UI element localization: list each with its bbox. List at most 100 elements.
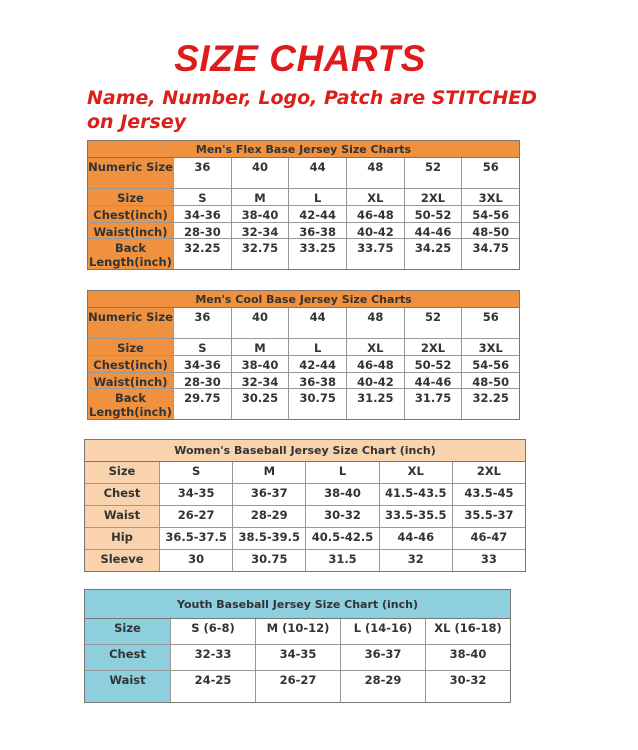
table-cell: 44-46 xyxy=(403,223,462,239)
table-cell: 52 xyxy=(403,158,462,188)
table-cell: 36 xyxy=(173,158,231,188)
table-cell: 30-32 xyxy=(425,671,510,702)
table-cell: 36.5-37.5 xyxy=(159,528,232,549)
table-cell: 34.75 xyxy=(461,239,519,269)
table-cell: 48 xyxy=(346,308,404,338)
table-row: Chest 34-35 36-37 38-40 41.5-43.5 43.5-45 xyxy=(85,484,525,506)
table-cell: 30.75 xyxy=(232,550,305,571)
table-cell: 36-38 xyxy=(288,223,346,239)
table-cell: 28-30 xyxy=(173,373,231,389)
table-cell: XL (16-18) xyxy=(425,619,510,644)
table-cell: L xyxy=(288,339,346,355)
table-cell: 40-42 xyxy=(346,373,404,389)
table-title: Women's Baseball Jersey Size Chart (inch… xyxy=(85,440,525,462)
table-cell: 31.5 xyxy=(305,550,378,571)
table-cell: 50-52 xyxy=(403,356,462,372)
table-row: Numeric Size 36 40 44 48 52 56 xyxy=(88,308,519,339)
table-row: Chest 32-33 34-35 36-37 38-40 xyxy=(85,645,510,671)
page-title: SIZE CHARTS xyxy=(174,38,426,79)
table-cell: 32 xyxy=(378,550,452,571)
table-cell: 30.25 xyxy=(230,389,289,419)
table-cell: 48-50 xyxy=(461,373,519,389)
table-cell: 33.75 xyxy=(346,239,404,269)
row-label: Chest(inch) xyxy=(88,206,173,222)
table-cell: 36-37 xyxy=(232,484,305,505)
row-label: Chest xyxy=(85,645,170,670)
table-cell: 42-44 xyxy=(288,206,346,222)
table-cell: 26-27 xyxy=(159,506,232,527)
row-label: Size xyxy=(85,462,159,483)
table-cell: 46-48 xyxy=(346,206,404,222)
table-row: Size S M L XL 2XL 3XL xyxy=(88,339,519,356)
table-cell: 2XL xyxy=(451,462,525,483)
table-cell: 30 xyxy=(159,550,232,571)
table-cell: 30-32 xyxy=(305,506,378,527)
table-cell: S xyxy=(173,339,231,355)
table-cell: 56 xyxy=(461,158,519,188)
table-cell: 34-35 xyxy=(255,645,340,670)
size-chart-table: Youth Baseball Jersey Size Chart (inch) S… xyxy=(84,589,511,703)
table-cell: 32-34 xyxy=(230,223,289,239)
row-label: Size xyxy=(85,619,170,644)
table-cell: 36 xyxy=(173,308,231,338)
table-row: Size S M L XL 2XL 3XL xyxy=(88,189,519,206)
table-cell: 46-47 xyxy=(451,528,525,549)
table-cell: 26-27 xyxy=(255,671,340,702)
page-subtitle: Name, Number, Logo, Patch are STITCHED o… xyxy=(87,87,537,133)
table-cell: 32-34 xyxy=(230,373,289,389)
table-row: Size S (6-8) M (10-12) L (14-16) XL (16-18) xyxy=(85,619,510,645)
row-label: Numeric Size xyxy=(88,308,173,338)
table-cell: 31.75 xyxy=(403,389,462,419)
row-label: Hip xyxy=(85,528,159,549)
table-cell: 30.75 xyxy=(288,389,346,419)
row-label: Waist xyxy=(85,506,159,527)
table-cell: M (10-12) xyxy=(255,619,340,644)
table-cell: L xyxy=(305,462,378,483)
table-cell: 54-56 xyxy=(461,206,519,222)
table-cell: 34.25 xyxy=(403,239,462,269)
table-row: Hip 36.5-37.5 38.5-39.5 40.5-42.5 44-46 46-47 xyxy=(85,528,525,550)
row-label: Sleeve xyxy=(85,550,159,571)
table-cell: 33 xyxy=(451,550,525,571)
table-cell: 32.25 xyxy=(461,389,519,419)
table-cell: 44-46 xyxy=(378,528,452,549)
table-cell: 40 xyxy=(230,308,289,338)
table-cell: 44 xyxy=(288,158,346,188)
table-row: Size S M L XL 2XL xyxy=(85,462,525,484)
table-title: Men's Flex Base Jersey Size Charts xyxy=(88,141,519,158)
table-cell: 2XL xyxy=(403,339,462,355)
table-row: Chest(inch) 34-36 38-40 42-44 46-48 50-52 54-5… xyxy=(88,356,519,373)
table-row: Chest(inch) 34-36 38-40 42-44 46-48 50-52 54-5… xyxy=(88,206,519,223)
table-cell: 46-48 xyxy=(346,356,404,372)
table-cell: 34-36 xyxy=(173,356,231,372)
table-title: Men's Cool Base Jersey Size Charts xyxy=(88,291,519,308)
table-cell: 48 xyxy=(346,158,404,188)
size-chart-table: Men's Cool Base Jersey Size Charts Numeri… xyxy=(87,290,520,420)
row-label: Chest(inch) xyxy=(88,356,173,372)
row-label: Chest xyxy=(85,484,159,505)
table-cell: 40 xyxy=(230,158,289,188)
table-cell: S xyxy=(173,189,231,205)
table-cell: 33.5-35.5 xyxy=(378,506,452,527)
table-cell: M xyxy=(232,462,305,483)
table-cell: S xyxy=(159,462,232,483)
table-title: Youth Baseball Jersey Size Chart (inch) xyxy=(85,590,510,619)
table-cell: 3XL xyxy=(461,339,519,355)
table-cell: 29.75 xyxy=(173,389,231,419)
table-cell: 32-33 xyxy=(170,645,255,670)
table-cell: 33.25 xyxy=(288,239,346,269)
table-cell: 38-40 xyxy=(230,356,289,372)
table-cell: 56 xyxy=(461,308,519,338)
table-cell: 31.25 xyxy=(346,389,404,419)
table-cell: M xyxy=(230,189,289,205)
table-cell: XL xyxy=(346,189,404,205)
row-label: Back Length(inch) xyxy=(88,239,173,269)
table-cell: 44 xyxy=(288,308,346,338)
row-label: Numeric Size xyxy=(88,158,173,188)
table-cell: 52 xyxy=(403,308,462,338)
table-cell: 2XL xyxy=(403,189,462,205)
table-row: Back Length(inch) 29.75 30.25 30.75 31.25 31.… xyxy=(88,389,519,419)
table-cell: 48-50 xyxy=(461,223,519,239)
row-label: Waist xyxy=(85,671,170,702)
table-cell: 50-52 xyxy=(403,206,462,222)
